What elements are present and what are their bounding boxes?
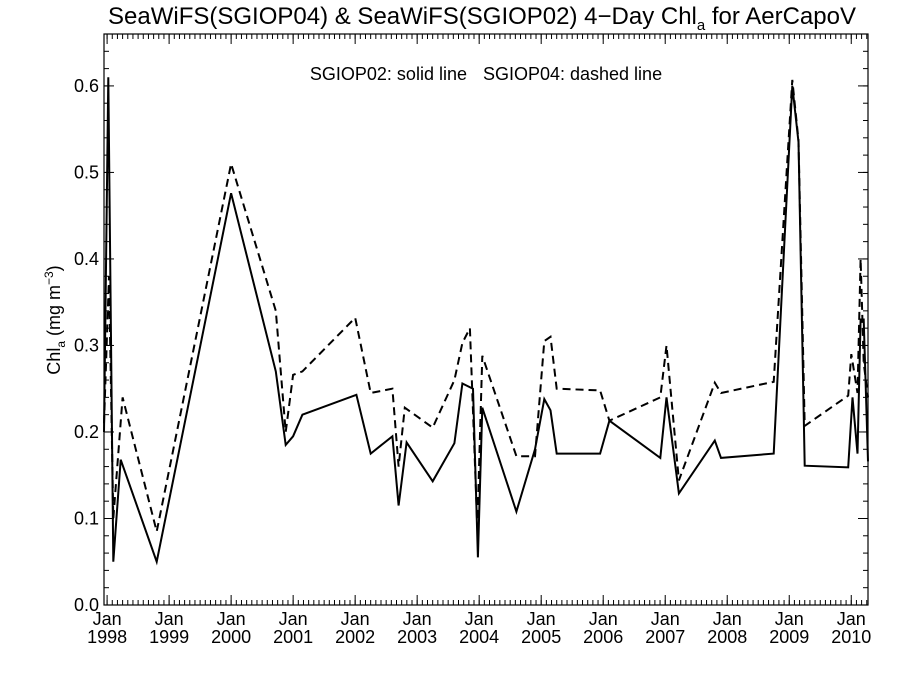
chart-title-suffix: for AerCapoV xyxy=(705,3,856,30)
x-tick-label-month: Jan xyxy=(279,609,308,629)
y-tick-label: 0.5 xyxy=(74,162,99,182)
x-tick-label-year: 2009 xyxy=(769,627,809,647)
x-tick-label-month: Jan xyxy=(341,609,370,629)
x-tick-label-year: 2008 xyxy=(707,627,747,647)
x-tick-label-month: Jan xyxy=(155,609,184,629)
annotation-dashed: SGIOP04: dashed line xyxy=(483,64,662,84)
x-tick-label-month: Jan xyxy=(589,609,618,629)
x-tick-label-month: Jan xyxy=(651,609,680,629)
y-axis-label-units: (mg m xyxy=(44,285,64,341)
x-tick-label-year: 2003 xyxy=(397,627,437,647)
x-tick-label-year: 1998 xyxy=(87,627,127,647)
x-tick-label-year: 2000 xyxy=(211,627,251,647)
axis-ticks xyxy=(104,33,868,606)
y-tick-label: 0.6 xyxy=(74,76,99,96)
x-tick-label-month: Jan xyxy=(93,609,122,629)
y-axis-label-close: ) xyxy=(44,265,64,271)
chart-title-subscript: a xyxy=(697,17,706,34)
series-line-sgiop02 xyxy=(103,77,869,566)
x-tick-label-month: Jan xyxy=(465,609,494,629)
y-tick-label: 0.4 xyxy=(74,249,99,269)
chart-title: SeaWiFS(SGIOP04) & SeaWiFS(SGIOP02) 4−Da… xyxy=(108,3,856,34)
x-tick-label-year: 2007 xyxy=(645,627,685,647)
chart-title-main: SeaWiFS(SGIOP04) & SeaWiFS(SGIOP02) 4−Da… xyxy=(108,3,697,30)
y-tick-label: 0.1 xyxy=(74,508,99,528)
y-axis-label-main: Chl xyxy=(44,348,64,375)
x-tick-label-year: 2010 xyxy=(831,627,871,647)
plot-frame xyxy=(103,33,869,606)
x-tick-label-year: 2004 xyxy=(459,627,499,647)
x-tick-label-year: 2002 xyxy=(335,627,375,647)
x-tick-label-month: Jan xyxy=(527,609,556,629)
x-tick-label-month: Jan xyxy=(837,609,866,629)
axis-tick-labels: 0.00.10.20.30.40.50.6Jan1998Jan1999Jan20… xyxy=(74,76,871,647)
y-axis-label: Chla (mg m−3) xyxy=(42,265,68,374)
x-tick-label-month: Jan xyxy=(217,609,246,629)
x-tick-label-month: Jan xyxy=(403,609,432,629)
x-tick-label-month: Jan xyxy=(713,609,742,629)
y-axis-label-exponent: −3 xyxy=(42,271,56,285)
x-tick-label-year: 2005 xyxy=(521,627,561,647)
series-layer xyxy=(103,77,869,566)
y-tick-label: 0.2 xyxy=(74,422,99,442)
line-style-annotation: SGIOP02: solid line SGIOP04: dashed line xyxy=(310,64,662,84)
x-tick-label-month: Jan xyxy=(775,609,804,629)
x-tick-label-year: 2006 xyxy=(583,627,623,647)
y-axis-label-subscript: a xyxy=(54,341,68,348)
annotation-solid: SGIOP02: solid line xyxy=(310,64,467,84)
y-tick-label: 0.3 xyxy=(74,335,99,355)
x-tick-label-year: 2001 xyxy=(273,627,313,647)
x-tick-label-year: 1999 xyxy=(149,627,189,647)
series-line-sgiop04 xyxy=(103,79,869,532)
y-tick-label: 0.0 xyxy=(74,595,99,615)
